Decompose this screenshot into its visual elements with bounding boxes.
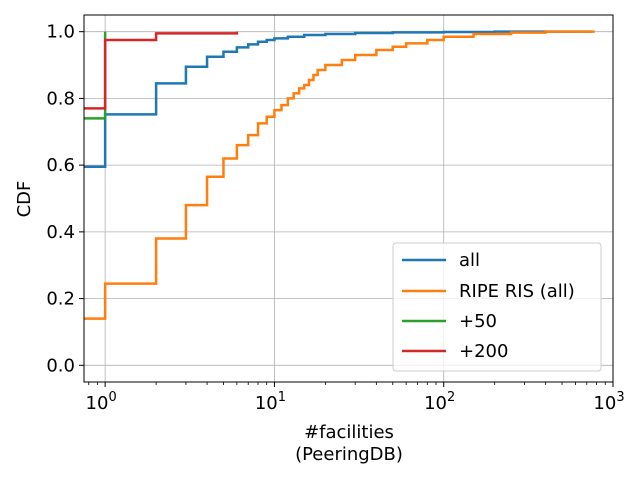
series-layer <box>84 30 595 320</box>
x-tick-label: 100 <box>86 390 117 414</box>
ticks: 100 101 102 103 0.0 0.2 0.4 0.6 0.8 1.0 <box>46 22 624 414</box>
y-tick-label: 0.8 <box>46 88 75 109</box>
series-line-ripe-ris-all <box>84 30 595 320</box>
y-tick-label: 0.6 <box>46 155 75 176</box>
y-axis-label: CDF <box>14 181 35 218</box>
y-tick-label: 1.0 <box>46 22 75 43</box>
x-tick-label: 103 <box>593 390 624 414</box>
y-tick-label: 0.0 <box>46 355 75 376</box>
x-axis-label-line1: #facilities <box>304 422 394 443</box>
series-line-all <box>84 30 592 169</box>
legend-label-ripe: RIPE RIS (all) <box>459 281 575 302</box>
x-tick-label: 101 <box>255 390 286 414</box>
y-tick-label: 0.4 <box>46 222 75 243</box>
legend-label-all: all <box>459 250 480 271</box>
series-line-200 <box>84 31 239 110</box>
x-axis-label-line2: (PeeringDB) <box>295 444 403 465</box>
y-tick-label: 0.2 <box>46 289 75 310</box>
legend: all RIPE RIS (all) +50 +200 <box>392 242 602 372</box>
legend-label-plus50: +50 <box>459 311 497 332</box>
legend-box <box>392 242 602 372</box>
legend-label-plus200: +200 <box>459 341 508 362</box>
plot-frame <box>83 14 614 383</box>
x-tick-label: 102 <box>424 390 455 414</box>
